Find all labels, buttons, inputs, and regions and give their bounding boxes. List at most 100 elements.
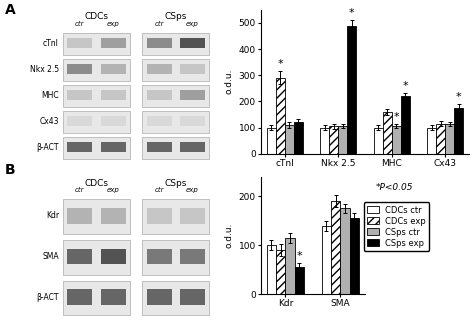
- Bar: [146, 38, 172, 48]
- Bar: [67, 90, 92, 100]
- Text: B: B: [5, 164, 15, 178]
- Text: exp: exp: [186, 21, 199, 27]
- Bar: [320, 128, 329, 154]
- Bar: [454, 108, 464, 154]
- Text: *: *: [277, 59, 283, 69]
- Bar: [63, 59, 130, 81]
- Bar: [146, 142, 172, 152]
- Bar: [295, 267, 304, 294]
- Text: ctr: ctr: [75, 186, 84, 193]
- Bar: [180, 38, 205, 48]
- Bar: [180, 289, 205, 305]
- Bar: [100, 38, 126, 48]
- Bar: [142, 85, 209, 107]
- Text: *P<0.05: *P<0.05: [376, 183, 413, 192]
- Text: cTnI: cTnI: [43, 39, 59, 48]
- Bar: [63, 33, 130, 55]
- Bar: [329, 126, 338, 154]
- Bar: [146, 289, 172, 305]
- Y-axis label: o.d.u.: o.d.u.: [224, 69, 233, 95]
- Bar: [142, 137, 209, 159]
- Bar: [63, 281, 130, 316]
- Bar: [63, 199, 130, 234]
- Bar: [180, 64, 205, 74]
- Bar: [63, 111, 130, 133]
- Text: A: A: [5, 3, 16, 17]
- Text: ctr: ctr: [75, 21, 84, 27]
- Text: CDCs: CDCs: [84, 12, 109, 22]
- Bar: [180, 208, 205, 224]
- Bar: [427, 128, 436, 154]
- Bar: [63, 137, 130, 159]
- Bar: [67, 116, 92, 126]
- Bar: [100, 208, 126, 224]
- Bar: [100, 142, 126, 152]
- Bar: [146, 116, 172, 126]
- Bar: [276, 78, 285, 154]
- Bar: [331, 201, 340, 294]
- Bar: [267, 245, 276, 294]
- Bar: [146, 90, 172, 100]
- Text: exp: exp: [107, 186, 119, 193]
- Text: *: *: [402, 81, 408, 91]
- Text: Cx43: Cx43: [39, 117, 59, 126]
- Text: exp: exp: [107, 21, 119, 27]
- Bar: [142, 59, 209, 81]
- Bar: [67, 208, 92, 224]
- Bar: [146, 64, 172, 74]
- Text: Nkx 2.5: Nkx 2.5: [30, 65, 59, 74]
- Text: exp: exp: [186, 186, 199, 193]
- Legend: CDCs ctr, CDCs exp, CSps ctr, CSps exp: CDCs ctr, CDCs exp, CSps ctr, CSps exp: [364, 202, 429, 251]
- Bar: [347, 26, 356, 154]
- Bar: [392, 126, 401, 154]
- Text: ctr: ctr: [155, 186, 164, 193]
- Bar: [67, 38, 92, 48]
- Text: CSps: CSps: [164, 179, 187, 188]
- Text: *: *: [297, 251, 302, 262]
- Bar: [63, 85, 130, 107]
- Text: *: *: [393, 112, 399, 122]
- Bar: [142, 281, 209, 316]
- Text: β-ACT: β-ACT: [36, 293, 59, 302]
- Text: *: *: [456, 92, 462, 102]
- Text: CSps: CSps: [164, 12, 187, 22]
- Text: SMA: SMA: [42, 252, 59, 261]
- Bar: [180, 142, 205, 152]
- Bar: [142, 33, 209, 55]
- Bar: [67, 142, 92, 152]
- Bar: [401, 96, 410, 154]
- Bar: [180, 249, 205, 264]
- Bar: [67, 249, 92, 264]
- Bar: [436, 124, 445, 154]
- Bar: [100, 116, 126, 126]
- Bar: [67, 289, 92, 305]
- Bar: [100, 64, 126, 74]
- Bar: [100, 289, 126, 305]
- Bar: [322, 226, 331, 294]
- Bar: [285, 125, 294, 154]
- Bar: [276, 250, 285, 294]
- Bar: [142, 111, 209, 133]
- Bar: [340, 209, 350, 294]
- Bar: [383, 112, 392, 154]
- Bar: [266, 128, 276, 154]
- Bar: [67, 64, 92, 74]
- Bar: [146, 249, 172, 264]
- Text: Kdr: Kdr: [46, 211, 59, 220]
- Bar: [142, 199, 209, 234]
- Text: β-ACT: β-ACT: [36, 143, 59, 152]
- Bar: [445, 124, 454, 154]
- Bar: [338, 126, 347, 154]
- Bar: [100, 90, 126, 100]
- Text: MHC: MHC: [41, 91, 59, 100]
- Bar: [180, 90, 205, 100]
- Text: ctr: ctr: [155, 21, 164, 27]
- Bar: [350, 218, 359, 294]
- Bar: [100, 249, 126, 264]
- Text: CDCs: CDCs: [84, 179, 109, 188]
- Bar: [146, 208, 172, 224]
- Bar: [142, 240, 209, 275]
- Bar: [294, 122, 303, 154]
- Bar: [63, 240, 130, 275]
- Bar: [285, 238, 295, 294]
